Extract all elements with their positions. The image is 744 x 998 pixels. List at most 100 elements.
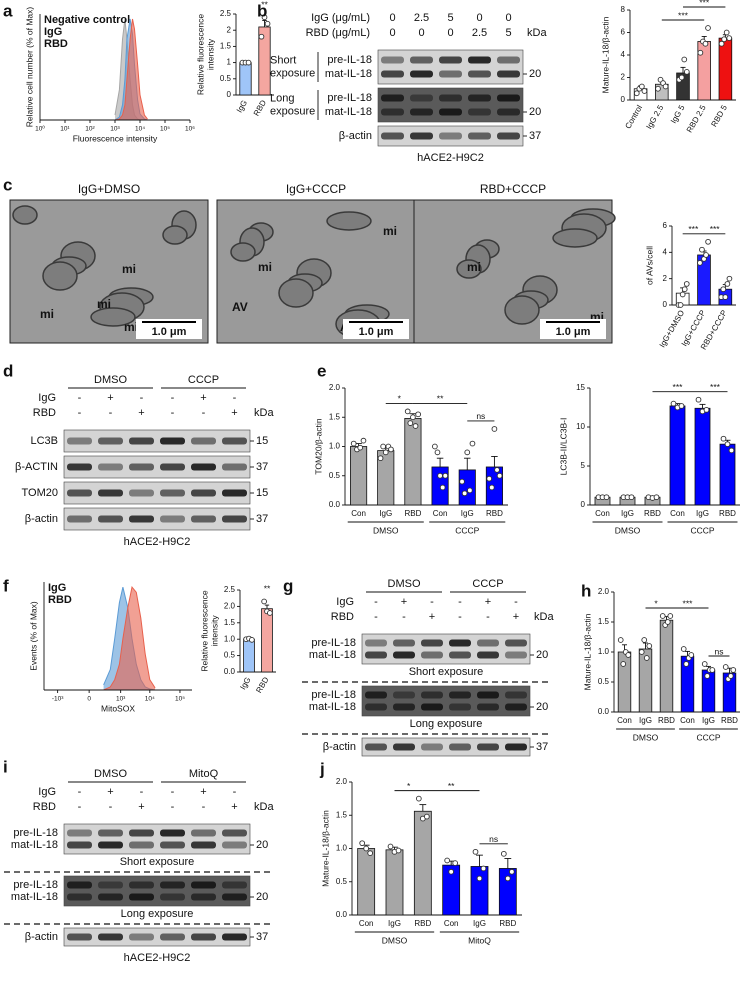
- y-axis-label: Relative fluorescence intensity: [195, 14, 215, 96]
- band-label: pre-IL-18: [311, 637, 356, 649]
- data-point: [722, 664, 729, 670]
- panel-label: g: [283, 576, 293, 595]
- x-tick-label: Con: [670, 509, 685, 518]
- condition-value: 5: [447, 12, 453, 24]
- panel-label: b: [257, 1, 267, 20]
- condition-value: +: [429, 611, 435, 623]
- significance-label: ns: [489, 834, 498, 844]
- row-group-label: Long: [270, 92, 294, 104]
- x-tick-label: Con: [444, 919, 459, 928]
- y-axis-label-line: intensity: [209, 615, 219, 647]
- band: [98, 829, 123, 837]
- condition-value: +: [200, 392, 206, 404]
- band: [505, 703, 527, 711]
- y-tick-label: 2.5: [224, 585, 236, 594]
- band-label: pre-IL-18: [327, 92, 372, 104]
- data-point: [469, 440, 476, 447]
- band: [381, 108, 404, 116]
- data-point: [437, 472, 443, 479]
- condition-value: 0: [476, 12, 482, 24]
- band: [468, 132, 491, 140]
- y-axis-label: Relative cell number (% of Max): [24, 7, 34, 128]
- condition-value: +: [138, 801, 144, 813]
- data-point: [681, 56, 688, 63]
- band: [191, 489, 216, 497]
- data-point: [683, 281, 690, 287]
- x-axis-label: Fluorescence intensity: [73, 133, 158, 143]
- legend-entry: IgG: [44, 26, 62, 38]
- band: [67, 829, 92, 837]
- scale-label: 1.0 μm: [152, 326, 187, 338]
- x-tick-label: IgG: [702, 716, 715, 725]
- band: [365, 743, 387, 751]
- data-point: [683, 69, 690, 75]
- data-point: [467, 487, 473, 494]
- data-point: [423, 813, 430, 820]
- condition-value: +: [231, 407, 237, 419]
- data-point: [461, 490, 468, 497]
- bar: [694, 407, 711, 506]
- band: [98, 933, 123, 941]
- band: [468, 56, 491, 64]
- band-label: pre-IL-18: [13, 879, 58, 891]
- x-tick-label: Con: [617, 716, 632, 725]
- y-tick-label: 0.0: [336, 910, 348, 919]
- data-point: [724, 281, 731, 287]
- data-point: [496, 472, 503, 479]
- y-tick-label: 2: [663, 274, 668, 283]
- data-point: [410, 414, 416, 421]
- x-tick-label: 10⁶: [185, 126, 195, 133]
- condition-value: +: [401, 596, 407, 608]
- condition-value: -: [109, 801, 113, 813]
- significance-label: ns: [476, 411, 485, 421]
- condition-value: +: [231, 801, 237, 813]
- y-axis-label-line: Relative fluorescence: [199, 590, 209, 672]
- data-point: [659, 613, 666, 619]
- band: [67, 893, 92, 901]
- bar: [239, 62, 252, 96]
- data-point: [267, 610, 273, 616]
- data-point: [681, 286, 688, 293]
- scale-label: 1.0 μm: [359, 326, 394, 338]
- y-tick-label: 6: [621, 28, 626, 37]
- condition-value: -: [374, 596, 378, 608]
- panel-label: e: [317, 361, 326, 380]
- data-point: [628, 494, 635, 501]
- condition-label: IgG: [336, 596, 354, 608]
- bar: [617, 651, 632, 713]
- condition-value: -: [171, 786, 175, 798]
- band: [222, 437, 247, 445]
- blot-header: DMSO: [94, 374, 127, 386]
- band: [439, 94, 462, 102]
- bar: [669, 405, 686, 506]
- x-tick-label: IgG: [473, 919, 486, 928]
- band: [67, 881, 92, 889]
- panel-label: i: [3, 757, 8, 776]
- y-tick-label: 1.0: [336, 844, 348, 853]
- x-tick-label: RBD: [404, 509, 421, 518]
- organelle: [230, 242, 256, 262]
- image-title: RBD+CCCP: [480, 182, 546, 196]
- data-point: [638, 649, 645, 655]
- x-tick-label: RBD: [721, 716, 738, 725]
- condition-label: RBD: [33, 801, 56, 813]
- y-tick-label: 2.0: [598, 587, 610, 596]
- band: [410, 56, 433, 64]
- data-point: [683, 661, 690, 667]
- x-tick-label: IgG: [238, 676, 252, 692]
- marker-label: 20: [536, 701, 548, 713]
- band: [468, 108, 491, 116]
- band-label: LC3B: [30, 435, 58, 447]
- data-point: [653, 494, 660, 501]
- data-point: [415, 411, 421, 418]
- bar: [470, 866, 489, 916]
- y-axis-label: TOM20/β-actin: [313, 418, 323, 474]
- x-tick-label: 10⁵: [175, 696, 185, 703]
- band: [67, 463, 92, 471]
- band: [67, 933, 92, 941]
- data-point: [387, 843, 394, 850]
- data-point: [472, 848, 479, 855]
- y-tick-label: 0.5: [329, 471, 341, 480]
- band: [98, 515, 123, 523]
- band: [381, 132, 404, 140]
